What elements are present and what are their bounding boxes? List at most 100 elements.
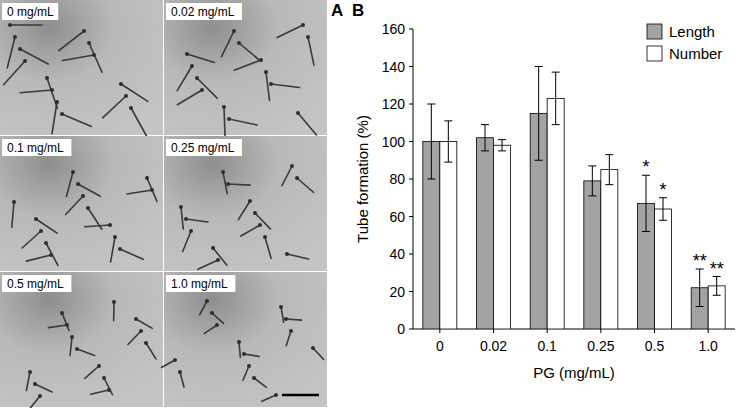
texture	[198, 260, 218, 269]
y-tick-label: 60	[389, 209, 405, 225]
texture	[89, 43, 102, 72]
texture	[271, 84, 299, 87]
texture	[145, 176, 149, 180]
x-tick	[439, 329, 440, 333]
micrograph-image	[0, 0, 163, 135]
texture	[75, 347, 79, 351]
texture	[12, 202, 14, 227]
texture	[76, 182, 80, 186]
micrograph-label: 0.5 mg/mL	[7, 277, 64, 291]
significance: *	[659, 180, 666, 200]
texture	[38, 394, 42, 398]
error-line	[448, 121, 449, 162]
texture	[62, 55, 94, 61]
texture	[221, 31, 234, 57]
texture	[52, 102, 57, 134]
error-line	[592, 166, 593, 196]
texture	[66, 172, 73, 197]
texture	[35, 384, 52, 392]
micrograph-image	[164, 0, 327, 135]
texture	[222, 105, 226, 109]
error-line	[502, 140, 503, 151]
texture	[144, 341, 148, 345]
y-tick-label: 0	[397, 321, 405, 337]
texture	[103, 96, 126, 118]
texture	[295, 176, 299, 180]
texture	[18, 47, 22, 51]
texture	[308, 37, 314, 65]
error-bar	[642, 175, 650, 231]
error-cap	[481, 150, 489, 151]
texture	[10, 24, 42, 26]
micrograph-image	[164, 136, 327, 271]
texture	[118, 247, 122, 251]
micrograph: 0.25 mg/mL	[164, 136, 327, 271]
error-cap	[444, 120, 452, 121]
texture	[296, 111, 300, 115]
texture	[60, 311, 64, 315]
x-tick-label: 0.25	[587, 338, 614, 354]
y-tick	[409, 179, 413, 180]
texture	[20, 90, 52, 93]
texture	[62, 114, 91, 127]
error-bar	[552, 72, 560, 125]
error-cap	[696, 306, 704, 307]
texture	[211, 246, 215, 250]
texture	[111, 237, 115, 262]
texture	[139, 329, 143, 333]
texture	[78, 184, 100, 196]
texture	[243, 366, 249, 380]
y-tick-label: 80	[389, 171, 405, 187]
x-tick-label: 0.1	[537, 338, 557, 354]
texture	[213, 248, 227, 265]
texture	[287, 254, 309, 259]
texture	[108, 223, 112, 227]
texture	[60, 112, 64, 116]
error-cap	[535, 160, 543, 161]
x-tick	[547, 329, 548, 333]
texture	[36, 219, 57, 233]
texture	[264, 70, 268, 74]
y-tick	[409, 66, 413, 67]
texture	[85, 366, 99, 378]
error-bar	[713, 277, 721, 296]
texture	[22, 231, 41, 248]
error-cap	[659, 220, 667, 221]
texture	[252, 376, 256, 380]
texture	[86, 206, 90, 210]
annotations: ******	[642, 157, 723, 278]
texture	[124, 94, 128, 98]
micrograph-label: 0.25 mg/mL	[171, 141, 235, 155]
texture	[70, 337, 72, 356]
texture	[147, 178, 157, 201]
x-tick-label: 1.0	[698, 338, 718, 354]
texture	[33, 382, 37, 386]
texture	[113, 302, 115, 321]
bar	[440, 142, 457, 330]
texture	[134, 317, 138, 321]
texture	[286, 319, 301, 320]
y-tick	[409, 329, 413, 330]
texture	[62, 313, 69, 330]
texture	[237, 41, 241, 45]
x-tick-label: 0	[436, 338, 444, 354]
texture	[290, 164, 294, 168]
texture	[229, 119, 257, 125]
texture	[120, 249, 143, 259]
texture	[88, 208, 102, 229]
texture	[47, 78, 57, 108]
legend-label: Length	[669, 23, 715, 40]
texture	[39, 229, 43, 233]
error-line	[699, 269, 700, 307]
texture	[48, 325, 67, 328]
texture	[129, 106, 133, 110]
micrograph-label: 0.1 mg/mL	[7, 141, 64, 155]
texture	[311, 346, 315, 350]
texture	[190, 64, 194, 68]
error-cap	[427, 104, 435, 105]
texture	[253, 211, 257, 215]
y-tick	[409, 291, 413, 292]
error-cap	[588, 165, 596, 166]
micrograph-image	[0, 272, 163, 407]
texture	[274, 393, 278, 397]
